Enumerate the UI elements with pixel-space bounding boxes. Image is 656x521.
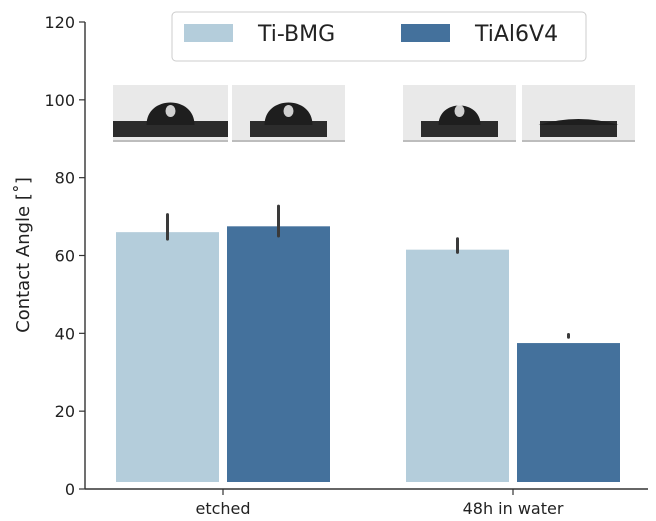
droplet-image-0 xyxy=(113,85,228,142)
droplet-image-3 xyxy=(522,85,635,142)
y-tick-label: 120 xyxy=(44,13,75,32)
y-tick-label: 100 xyxy=(44,91,75,110)
bar-ti-bmg-0 xyxy=(116,232,219,482)
bar-ti-bmg-1 xyxy=(406,249,509,482)
bar-tial6v4-0 xyxy=(227,226,330,482)
y-ticks: 0 20 40 60 80 100 120 xyxy=(44,13,85,499)
legend-swatch xyxy=(401,24,450,42)
legend: Ti-BMG TiAl6V4 xyxy=(171,11,587,62)
droplet-image-2 xyxy=(403,85,516,142)
droplet-image-1 xyxy=(232,85,345,142)
legend-label: TiAl6V4 xyxy=(474,22,558,47)
inset-images-layer xyxy=(113,85,635,142)
y-tick-label: 80 xyxy=(55,169,75,188)
legend-frame xyxy=(171,11,587,62)
bar-tial6v4-1 xyxy=(517,343,620,482)
x-tick-label: 48h in water xyxy=(463,499,564,517)
x-ticks: etched 48h in water xyxy=(195,489,564,518)
x-tick-label: etched xyxy=(195,499,250,517)
bars-layer xyxy=(116,226,620,482)
y-tick-label: 0 xyxy=(65,480,75,499)
y-tick-label: 60 xyxy=(55,247,75,266)
error-bars-layer xyxy=(166,204,570,339)
y-axis-label: Contact Angle [˚] xyxy=(13,177,34,333)
legend-swatch xyxy=(184,24,233,42)
y-tick-label: 40 xyxy=(55,324,75,343)
legend-label: Ti-BMG xyxy=(257,22,335,47)
y-tick-label: 20 xyxy=(55,402,75,421)
